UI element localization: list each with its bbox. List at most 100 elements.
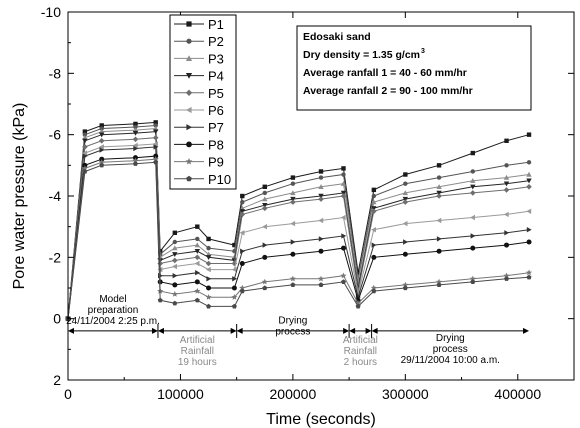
data-point — [82, 138, 88, 144]
data-point — [504, 276, 509, 281]
phase-label-line: Artificial — [343, 335, 378, 346]
data-point — [99, 162, 105, 168]
legend-item-p1: P1 — [174, 17, 224, 32]
data-point — [402, 251, 408, 257]
data-point — [133, 145, 139, 152]
data-point — [82, 168, 88, 174]
data-point — [526, 132, 532, 137]
data-point — [157, 297, 163, 303]
x-tick-label: 400000 — [494, 386, 541, 402]
data-point — [240, 193, 245, 199]
phase-label-line: 29/11/2004 10:00 a.m. — [401, 355, 500, 366]
data-point — [99, 132, 105, 138]
legend-item-p7: P7 — [174, 120, 224, 135]
data-point — [436, 175, 442, 180]
data-point — [341, 279, 346, 284]
data-point — [194, 254, 201, 261]
data-point — [503, 211, 509, 218]
x-tick-label: 200000 — [270, 386, 317, 402]
y-tick-label: -2 — [49, 249, 62, 265]
data-point — [239, 209, 245, 214]
data-point — [318, 217, 324, 224]
legend-item-p6: P6 — [174, 103, 224, 118]
phase-arrowhead-right — [343, 327, 350, 334]
data-point — [504, 230, 510, 236]
data-point — [436, 217, 442, 224]
data-point — [318, 275, 324, 282]
data-point — [132, 136, 139, 143]
data-point — [186, 175, 192, 182]
data-point — [318, 282, 324, 287]
phase-label-line: process — [433, 344, 468, 355]
data-point — [340, 181, 347, 186]
data-point — [172, 257, 178, 264]
data-point — [436, 236, 442, 242]
data-point — [152, 134, 159, 141]
legend-label: P3 — [208, 51, 224, 66]
data-point — [526, 269, 533, 276]
phase-label-line: Rainfall — [181, 346, 214, 357]
y-axis-label: Pore water pressure (kPa) — [11, 103, 28, 290]
data-point — [206, 285, 212, 291]
data-point — [370, 284, 377, 291]
data-point — [185, 73, 193, 79]
phase-arrowhead-left — [349, 327, 356, 334]
legend-item-p2: P2 — [174, 34, 224, 49]
legend-item-p8: P8 — [174, 137, 224, 152]
data-point — [290, 251, 296, 257]
x-tick-label: 300000 — [382, 386, 429, 402]
info-box: Edosaki sand Dry density = 1.35 g/cm 3 Aver… — [296, 25, 532, 111]
data-point — [470, 233, 476, 239]
x-tick-label: 100000 — [157, 386, 204, 402]
legend-label: P4 — [208, 69, 224, 84]
data-point — [132, 142, 138, 149]
data-point — [240, 199, 245, 205]
series-line — [67, 121, 530, 319]
phase-label-line: process — [275, 326, 310, 337]
legend-label: P7 — [208, 120, 224, 135]
info-line: Edosaki sand — [303, 31, 371, 43]
series-line — [67, 137, 530, 319]
data-point — [371, 193, 377, 199]
data-point — [371, 288, 377, 294]
data-point — [371, 254, 377, 260]
data-point — [82, 144, 88, 150]
data-point — [526, 239, 532, 245]
data-point — [340, 245, 346, 251]
series-line — [67, 146, 530, 319]
data-point — [172, 273, 178, 279]
legend-item-p4: P4 — [174, 69, 224, 84]
data-point — [206, 236, 211, 242]
data-point — [239, 211, 246, 218]
data-point — [206, 276, 212, 282]
info-line: Dry density = 1.35 g/cm — [303, 49, 420, 61]
data-point — [436, 193, 442, 199]
data-point — [185, 55, 193, 61]
data-point — [290, 282, 296, 287]
info-superscript: 3 — [421, 48, 425, 55]
data-point — [99, 126, 104, 131]
info-line: Average ranfall 2 = 90 - 100 mm/hr — [303, 85, 473, 97]
data-point — [318, 169, 324, 174]
data-point — [172, 263, 177, 270]
data-point — [239, 284, 246, 291]
data-point — [371, 227, 376, 233]
info-line: Average ranfall 1 = 40 - 60 mm/hr — [303, 67, 467, 79]
data-point — [152, 156, 159, 162]
data-point — [172, 245, 178, 251]
data-point — [262, 203, 268, 208]
data-point — [290, 239, 296, 245]
data-point — [195, 270, 200, 276]
data-point — [133, 121, 138, 127]
y-tick-label: -8 — [49, 65, 62, 81]
data-point — [403, 181, 408, 186]
data-point — [98, 138, 105, 144]
legend-item-p5: P5 — [174, 86, 224, 101]
y-tick-label: -4 — [49, 188, 62, 204]
data-point — [153, 144, 159, 150]
data-point — [340, 272, 347, 279]
phase-label-line: 19 hours — [178, 357, 217, 368]
data-point — [526, 274, 532, 280]
data-point — [82, 150, 88, 156]
